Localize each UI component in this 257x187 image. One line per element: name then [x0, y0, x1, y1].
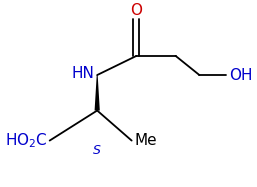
Text: HN: HN: [72, 66, 95, 81]
Text: O: O: [130, 3, 142, 18]
Polygon shape: [95, 75, 100, 111]
Text: OH: OH: [229, 68, 253, 82]
Text: Me: Me: [134, 133, 157, 148]
Text: S: S: [93, 144, 101, 157]
Text: HO$_2$C: HO$_2$C: [5, 131, 47, 150]
